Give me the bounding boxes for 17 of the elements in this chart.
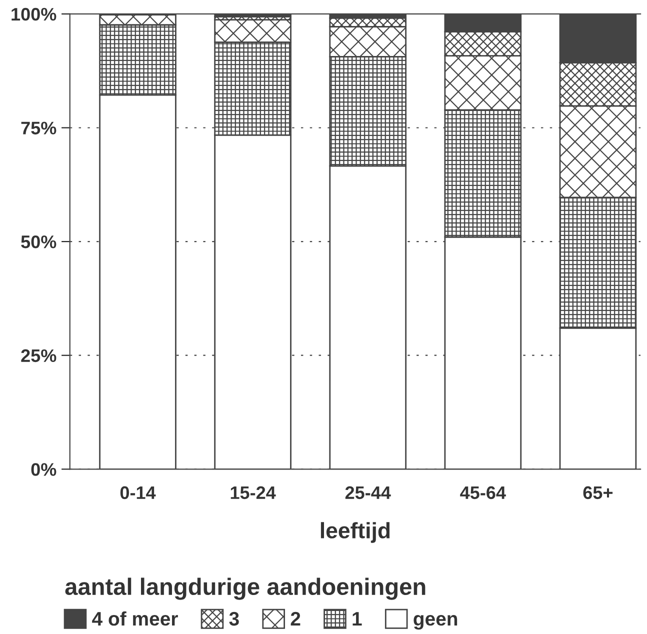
- x-axis-title: leeftijd: [320, 522, 390, 543]
- y-tick-label: 25%: [21, 349, 56, 362]
- legend-label: 1: [352, 612, 362, 626]
- legend-label: 2: [290, 612, 300, 626]
- y-tick-label: 100%: [12, 8, 56, 21]
- x-tick-label: 15-24: [230, 486, 276, 500]
- y-tick-label: 0%: [31, 463, 56, 476]
- legend-label: 4 of meer: [92, 611, 178, 626]
- legend-label: 3: [229, 612, 239, 626]
- legend-label: geen: [414, 615, 458, 630]
- y-tick-label: 75%: [21, 122, 56, 134]
- y-tick-label: 50%: [21, 235, 56, 248]
- legend-title: aantal langdurige aandoeningen: [65, 578, 426, 600]
- x-tick-label: 0-14: [120, 486, 156, 500]
- x-tick-label: 25-44: [345, 486, 391, 500]
- x-tick-label: 45-64: [460, 486, 506, 500]
- x-tick-label: 65+: [583, 486, 613, 500]
